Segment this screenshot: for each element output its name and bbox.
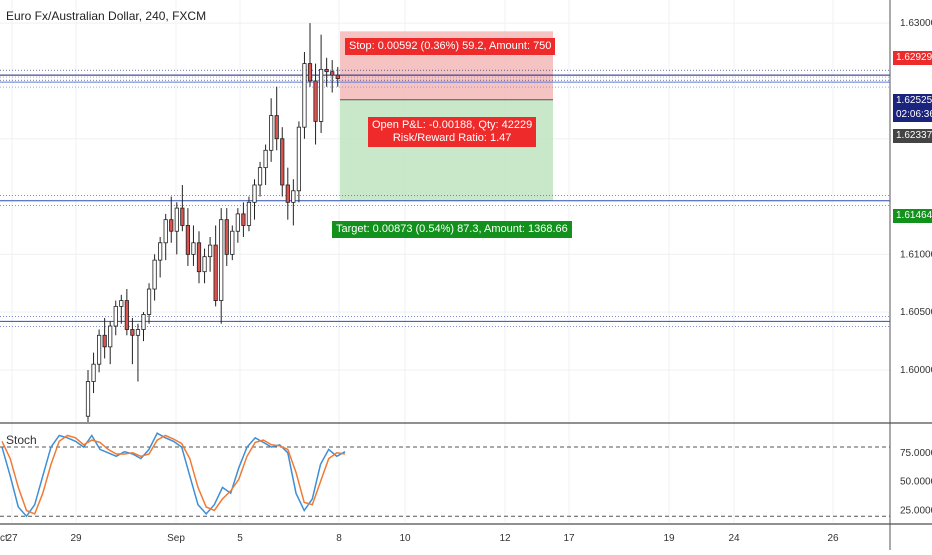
chart-title: Euro Fx/Australian Dollar, 240, FXCM [6,9,207,23]
candle-body [296,126,302,192]
candle-body [158,242,163,261]
candle-body [102,334,107,348]
x-tick-label: 17 [563,533,575,544]
target-zone [340,99,553,201]
x-tick-label: 27 [6,533,18,544]
candle-body [230,230,235,255]
x-tick-label: 8 [336,533,342,544]
candle-body [263,149,268,169]
y-tick-label: 1.61000 [900,249,932,260]
y-tick-label: 1.60500 [900,307,932,318]
candle-body [224,219,229,255]
x-tick-label: 26 [827,533,839,544]
candle-body [257,167,263,186]
candle-body [174,207,179,232]
x-tick-label: Sep [167,533,185,544]
candle-body [291,190,296,203]
candle-body [219,219,224,302]
candle-body [207,244,213,258]
x-tick-label: 19 [663,533,675,544]
y-tick-label: 1.60000 [900,365,932,376]
candle-body [274,115,279,140]
candle-body [330,71,335,76]
x-tick-label: 24 [728,533,740,544]
candle-body [91,363,96,382]
candle-body [119,300,124,307]
price-label: 1.62337 [893,129,932,143]
candle-body [307,63,313,82]
target-label: Target: 0.00873 (0.54%) 87.3, Amount: 13… [332,221,572,238]
stop-label: Stop: 0.00592 (0.36%) 59.2, Amount: 750 [345,38,556,55]
candle-body [202,256,207,273]
pnl-label: Open P&L: -0.00188, Qty: 42229 Risk/Rewa… [368,117,537,147]
x-tick-label: 29 [70,533,82,544]
stoch-line [1,432,346,518]
candle-body [124,300,129,330]
candle-body [185,225,190,255]
candle-body [313,80,318,122]
candle-body [108,325,113,348]
candle-body [252,184,257,203]
candle-body [280,138,285,186]
price-label: 1.62929 [893,51,932,65]
rr-line: Risk/Reward Ratio: 1.47 [392,132,512,144]
candle-body [235,213,240,232]
price-label: 02:06:36 [893,108,932,122]
candle-body [335,74,340,80]
pnl-line: Open P&L: -0.00188, Qty: 42229 [372,119,533,131]
stoch-line [1,434,346,515]
x-tick-label: 10 [399,533,411,544]
candle-body [180,207,185,226]
candle-body [146,288,152,315]
candle-body [163,219,168,244]
candle-body [97,334,102,365]
candle-body [302,63,307,128]
candle-body [269,115,274,151]
candle-body [169,219,174,232]
candle-body [246,201,252,226]
candle-body [152,259,157,290]
x-tick-label: 12 [499,533,511,544]
candle-body [318,68,324,122]
candle-body [135,329,141,336]
y-tick-label: 1.63000 [900,18,932,29]
candle-body [196,242,202,273]
candle-body [130,329,135,336]
candle-body [285,184,290,203]
candle-body [324,68,329,73]
candle-body [213,244,218,302]
x-tick-label: 5 [237,533,243,544]
stoch-tick-label: 75.0000 [900,448,932,459]
candle-body [241,213,246,226]
price-label: 1.61464 [893,209,932,223]
price-label: 1.62525 [893,94,932,108]
candle-body [141,314,146,330]
stoch-tick-label: 25.0000 [900,505,932,516]
candle-body [85,381,91,417]
x-tick-label: Oct [0,533,8,544]
candle-body [191,242,196,255]
stoch-label: Stoch [6,433,37,447]
stoch-tick-label: 50.0000 [900,477,932,488]
candle-body [113,305,118,327]
